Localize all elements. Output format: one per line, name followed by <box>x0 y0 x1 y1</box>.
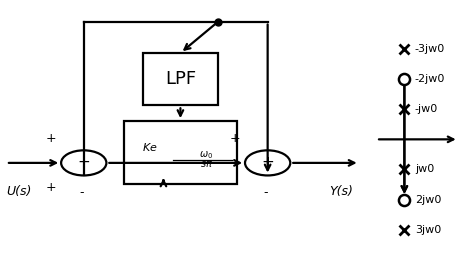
Text: +: + <box>46 181 56 194</box>
Text: +: + <box>46 132 56 145</box>
Text: $s\pi$: $s\pi$ <box>200 159 213 169</box>
Text: $-$: $-$ <box>169 156 180 169</box>
Text: -3jw0: -3jw0 <box>415 44 445 54</box>
Text: -2jw0: -2jw0 <box>415 74 445 84</box>
Text: 3jw0: 3jw0 <box>415 225 441 235</box>
Text: jw0: jw0 <box>415 164 434 174</box>
Text: 2jw0: 2jw0 <box>415 195 441 205</box>
Bar <box>124 121 237 184</box>
Text: +: + <box>77 155 90 170</box>
Text: $Ke$: $Ke$ <box>142 141 157 153</box>
Text: -: - <box>263 186 267 199</box>
Text: +: + <box>261 155 274 170</box>
Text: -: - <box>79 186 83 199</box>
Text: LPF: LPF <box>165 70 196 88</box>
Text: Y(s): Y(s) <box>329 185 353 198</box>
Text: +: + <box>230 132 240 145</box>
Text: U(s): U(s) <box>6 185 31 198</box>
Text: -jw0: -jw0 <box>415 104 438 114</box>
Bar <box>143 53 218 105</box>
Text: $\omega_0$: $\omega_0$ <box>200 149 213 161</box>
